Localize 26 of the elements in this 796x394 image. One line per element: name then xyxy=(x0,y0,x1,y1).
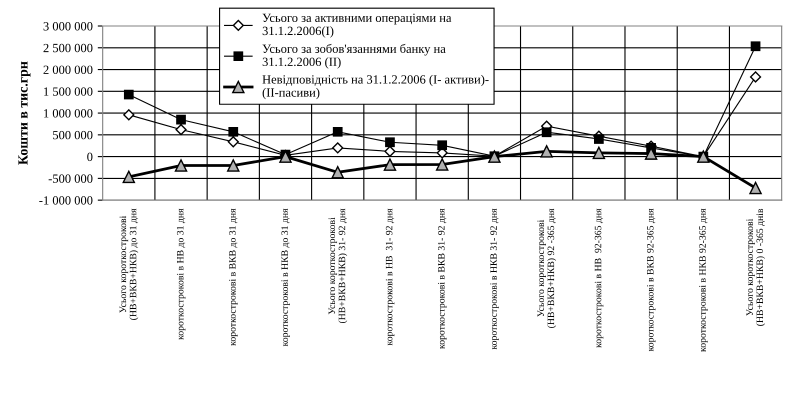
legend-label: Невідповідність на 31.1.2.2006 (I- активи)- (II-пасиви) xyxy=(262,74,489,100)
y-tick-label: 1 000 000 xyxy=(44,109,92,118)
x-tick-label: короткострокові в ВКВ 92-365 дня xyxy=(646,208,656,352)
y-tick-label: -500 000 xyxy=(48,174,92,183)
x-tick-label: короткострокові в НКВ 92-365 дня xyxy=(699,208,708,352)
y-tick-label: 3 000 000 xyxy=(44,22,92,30)
x-tick-label: Усього короткострокові (НВ+ВКВ+НКВ) 0 -365 днів xyxy=(746,208,766,326)
y-tick-label: 1 500 000 xyxy=(44,87,92,96)
x-tick-label: короткострокові в ВКВ 31- 92 дня xyxy=(438,208,447,349)
y-tick-label: 0 xyxy=(87,152,92,162)
x-tick-label: Усього короткострокові (НВ+ВКВ+НКВ) 92 -365 дня xyxy=(537,208,556,328)
y-tick-label: 2 000 000 xyxy=(44,66,92,74)
legend-label: Усього за зобов'язаннями банку на 31.1.2.2006 (II) xyxy=(262,44,446,69)
x-tick-label: короткострокові в НВ 31- 92 дня xyxy=(386,208,394,346)
x-tick-label: короткострокові в НКВ 31- 92 дня xyxy=(490,208,499,350)
legend-label: Усього за активними операціями на 31.1.2.2006(I) xyxy=(262,14,452,38)
y-tick-label: 2 500 000 xyxy=(44,44,92,52)
x-tick-label: Усього короткострокові (НВ+ВКВ+НКВ) 31- 92 дня xyxy=(328,208,348,324)
y-tick-label: -1 000 000 xyxy=(39,196,92,205)
x-tick-label: короткострокові в ВКВ до 31 дня xyxy=(229,208,238,346)
x-tick-label: короткострокові в НКВ до 31 дня xyxy=(281,208,290,346)
x-tick-label: Усього короткострокові (НВ+ВКВ+НКВ) до 31 дня xyxy=(120,208,138,320)
x-tick-label: короткострокові в НВ 92-365 дня xyxy=(594,208,604,348)
x-tick-label: короткострокові в НВ до 31 дня xyxy=(176,208,186,340)
y-axis-title: Кошти в тис.грн xyxy=(18,62,30,165)
y-tick-label: 500 000 xyxy=(53,130,92,140)
